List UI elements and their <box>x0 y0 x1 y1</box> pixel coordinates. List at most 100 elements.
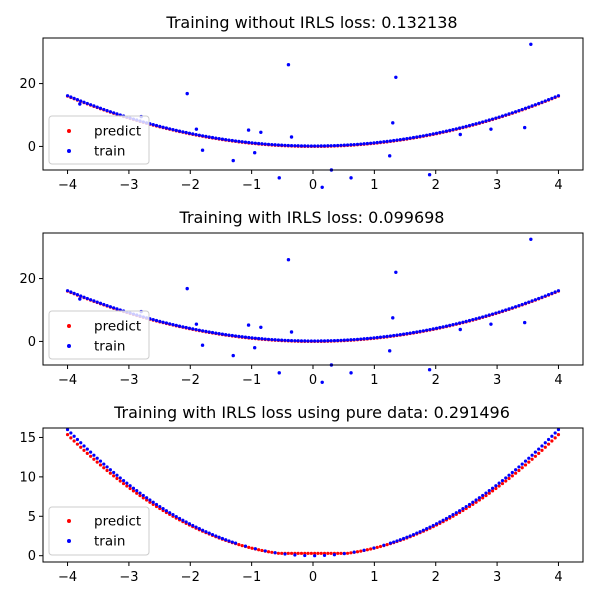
train-point <box>553 431 557 435</box>
subplot-3-title: Training with IRLS loss using pure data:… <box>113 403 510 422</box>
train-point <box>418 530 422 534</box>
train-point <box>69 290 73 294</box>
train-point <box>286 338 290 343</box>
train-point <box>257 141 261 146</box>
train-outlier-point <box>194 127 199 131</box>
train-point <box>273 338 277 342</box>
train-point <box>382 543 386 547</box>
train-outlier-point <box>253 151 257 155</box>
train-point <box>530 104 534 108</box>
train-point <box>204 329 208 333</box>
legend-train-label: train <box>94 144 125 160</box>
train-point <box>514 468 518 472</box>
train-point <box>530 299 534 303</box>
train-point <box>540 295 544 299</box>
train-point <box>233 139 238 143</box>
predict-point <box>510 474 514 478</box>
train-point <box>415 330 419 334</box>
predict-point <box>299 551 304 555</box>
train-point <box>556 289 561 293</box>
train-point <box>250 336 254 340</box>
train-point <box>461 125 465 129</box>
subplot-3-x-ticks: −4 −3 −2 −1 0 1 2 3 4 <box>58 562 563 585</box>
train-point <box>467 318 472 323</box>
train-point <box>481 315 485 319</box>
predict-point <box>523 463 528 467</box>
train-point <box>402 137 406 141</box>
train-point <box>237 334 241 338</box>
train-point <box>102 107 106 112</box>
train-point <box>342 338 346 342</box>
train-outlier-point <box>78 102 82 106</box>
train-point <box>533 450 537 454</box>
train-point <box>408 136 412 140</box>
train-point <box>154 318 159 323</box>
train-point <box>121 478 126 483</box>
subplot-1-points <box>65 42 561 189</box>
train-point <box>421 528 425 532</box>
train-point <box>405 332 409 336</box>
train-point <box>92 453 96 457</box>
train-point <box>527 456 531 460</box>
train-point <box>128 484 132 488</box>
train-point <box>322 144 327 148</box>
train-point <box>276 338 281 342</box>
train-point <box>280 143 284 147</box>
train-point <box>184 520 188 524</box>
train-point <box>517 108 521 113</box>
train-point <box>168 511 172 515</box>
train-point <box>546 437 551 442</box>
x-tick-label: 0 <box>309 570 317 585</box>
train-point <box>474 498 478 502</box>
train-point <box>421 134 425 138</box>
train-point <box>237 139 241 143</box>
train-point <box>322 553 327 558</box>
train-point <box>332 143 337 148</box>
train-point <box>286 143 290 148</box>
train-point <box>125 481 129 485</box>
train-point <box>510 306 514 310</box>
train-point <box>303 339 307 343</box>
predict-point <box>375 545 379 550</box>
train-point <box>543 99 547 103</box>
train-outlier-point <box>458 132 462 137</box>
train-outlier-point <box>253 346 257 350</box>
train-outlier-point <box>489 322 493 326</box>
train-point <box>484 314 488 318</box>
train-outlier-point <box>394 270 398 274</box>
predict-point <box>556 433 561 437</box>
x-tick-label: 3 <box>493 178 501 193</box>
train-point <box>257 336 261 341</box>
train-point <box>415 135 419 139</box>
train-point <box>243 544 248 548</box>
train-point <box>316 144 320 148</box>
train-point <box>332 338 337 343</box>
train-point <box>477 496 481 500</box>
train-point <box>369 141 373 145</box>
predict-point <box>108 471 112 475</box>
train-point <box>210 330 215 335</box>
train-point <box>448 514 452 519</box>
predict-point <box>378 544 383 549</box>
train-point <box>266 337 271 341</box>
train-point <box>194 525 198 529</box>
train-point <box>517 303 521 308</box>
train-point <box>464 319 468 323</box>
train-point <box>395 539 399 543</box>
train-outlier-point <box>200 343 205 347</box>
train-point <box>441 325 445 329</box>
x-tick-label: 0 <box>309 373 317 388</box>
train-point <box>411 330 416 335</box>
train-point <box>395 333 399 337</box>
train-point <box>543 441 547 445</box>
x-tick-label: −3 <box>119 178 138 193</box>
train-point <box>431 327 435 331</box>
train-point <box>441 130 445 134</box>
train-point <box>217 535 221 539</box>
train-point <box>349 143 353 147</box>
x-tick-label: 1 <box>370 178 378 193</box>
y-tick-label: 10 <box>19 470 36 485</box>
train-point <box>372 546 376 550</box>
legend-train-marker <box>67 539 71 543</box>
